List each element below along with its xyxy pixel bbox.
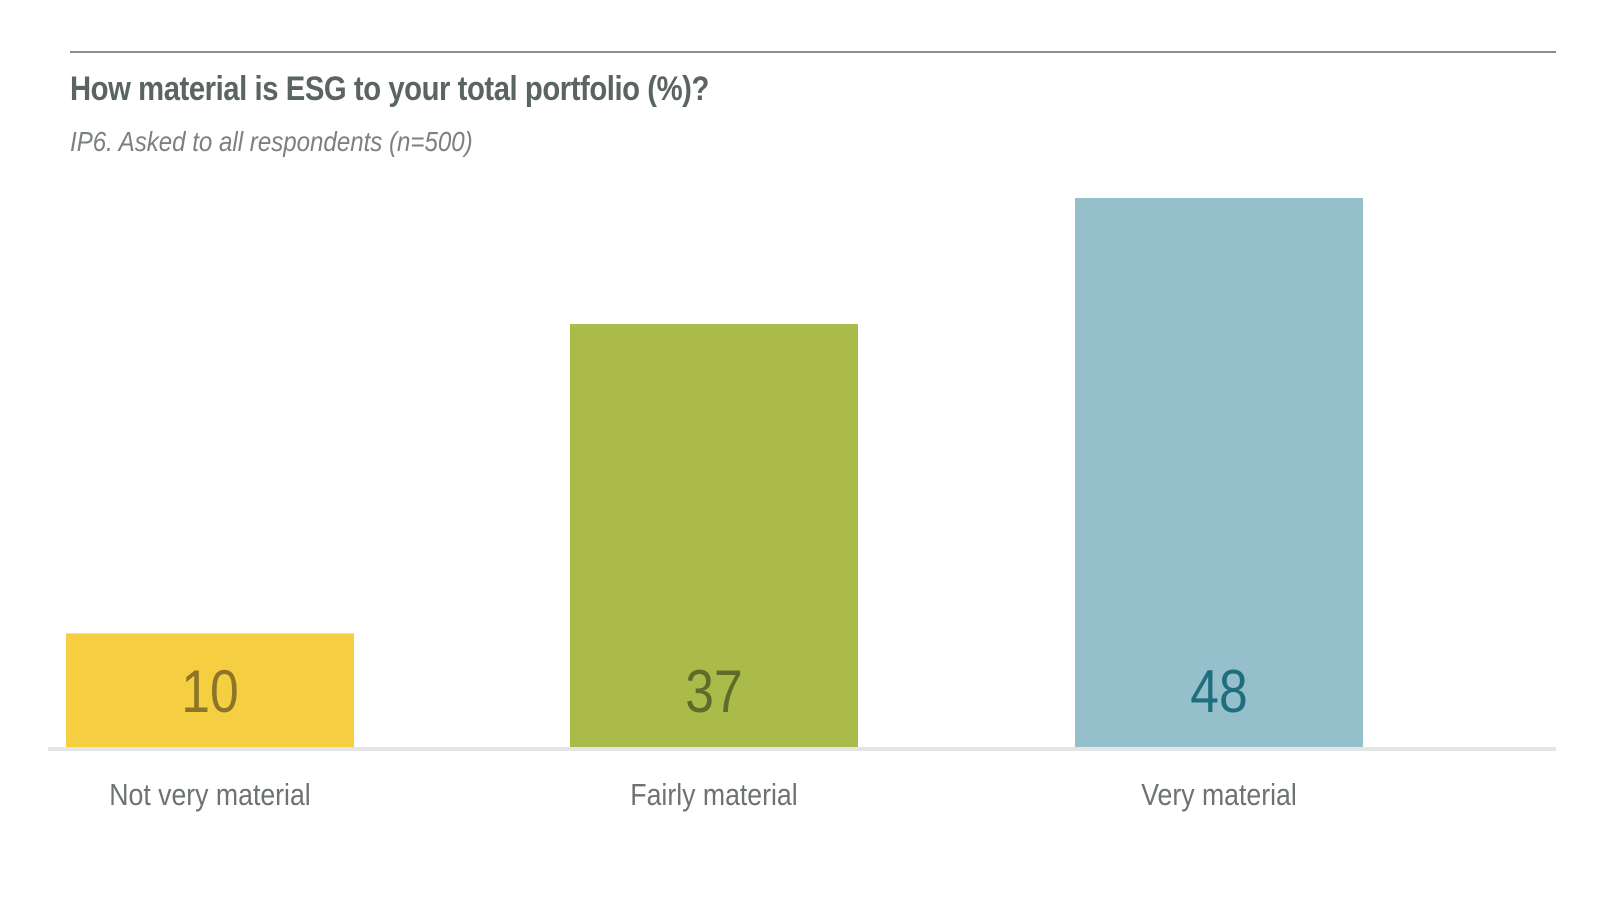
category-label: Very material <box>1141 778 1297 812</box>
labels-layer: 10 37 48 <box>181 657 1247 725</box>
category-labels: Not very material Fairly material Very mat… <box>109 778 1297 812</box>
category-label: Not very material <box>109 778 310 812</box>
bar-1 <box>66 633 354 748</box>
bar-2 <box>570 324 858 748</box>
bar-3 <box>1075 198 1363 748</box>
top-rule <box>70 51 1556 53</box>
bar-value-label: 37 <box>685 657 742 725</box>
bars-layer <box>66 198 1363 748</box>
category-label: Fairly material <box>630 778 797 812</box>
chart-title: How material is ESG to your total portfo… <box>70 70 709 108</box>
chart-baseline <box>48 747 1556 751</box>
bar-value-label: 10 <box>181 657 238 725</box>
bar-value-label: 48 <box>1190 657 1247 725</box>
chart-subtitle: IP6. Asked to all respondents (n=500) <box>70 126 473 157</box>
